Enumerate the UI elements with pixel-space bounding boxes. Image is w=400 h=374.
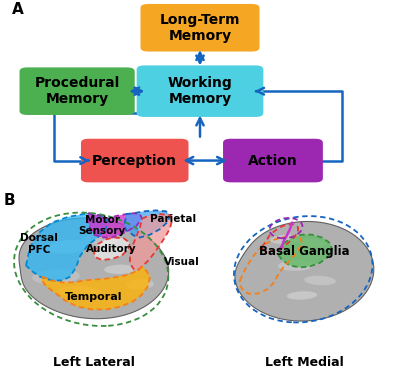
Ellipse shape — [287, 291, 317, 300]
Polygon shape — [88, 213, 142, 237]
Ellipse shape — [46, 240, 90, 254]
Polygon shape — [235, 221, 374, 321]
Ellipse shape — [82, 234, 118, 245]
Text: Dorsal
PFC: Dorsal PFC — [20, 233, 58, 255]
Ellipse shape — [58, 286, 102, 298]
Text: B: B — [4, 193, 16, 208]
FancyBboxPatch shape — [81, 139, 188, 183]
Polygon shape — [19, 218, 169, 319]
FancyBboxPatch shape — [223, 139, 323, 183]
Text: Long-Term
Memory: Long-Term Memory — [160, 13, 240, 43]
Text: Working
Memory: Working Memory — [168, 76, 232, 106]
Text: Perception: Perception — [92, 154, 177, 168]
Polygon shape — [94, 237, 130, 260]
Ellipse shape — [278, 260, 314, 271]
Polygon shape — [278, 235, 332, 267]
Text: Left Medial: Left Medial — [266, 356, 344, 369]
Polygon shape — [42, 266, 150, 310]
Text: Procedural
Memory: Procedural Memory — [34, 76, 120, 106]
Text: Temporal: Temporal — [65, 292, 123, 302]
Text: Parietal: Parietal — [150, 214, 196, 224]
Ellipse shape — [270, 234, 302, 244]
Text: Action: Action — [248, 154, 298, 168]
Text: Left Lateral: Left Lateral — [53, 356, 135, 369]
Text: Basal Ganglia: Basal Ganglia — [260, 245, 350, 258]
Polygon shape — [124, 210, 170, 237]
Ellipse shape — [126, 279, 154, 289]
FancyBboxPatch shape — [20, 67, 135, 115]
FancyBboxPatch shape — [137, 65, 263, 117]
Ellipse shape — [298, 239, 326, 247]
FancyBboxPatch shape — [140, 4, 260, 52]
Ellipse shape — [32, 269, 80, 284]
Text: Motor
Sensory: Motor Sensory — [78, 215, 126, 236]
Text: A: A — [12, 2, 24, 17]
Text: Visual: Visual — [164, 257, 200, 267]
Polygon shape — [130, 214, 172, 270]
Ellipse shape — [304, 276, 336, 285]
Text: Auditory: Auditory — [86, 244, 136, 254]
Ellipse shape — [104, 264, 136, 274]
Polygon shape — [26, 213, 108, 280]
